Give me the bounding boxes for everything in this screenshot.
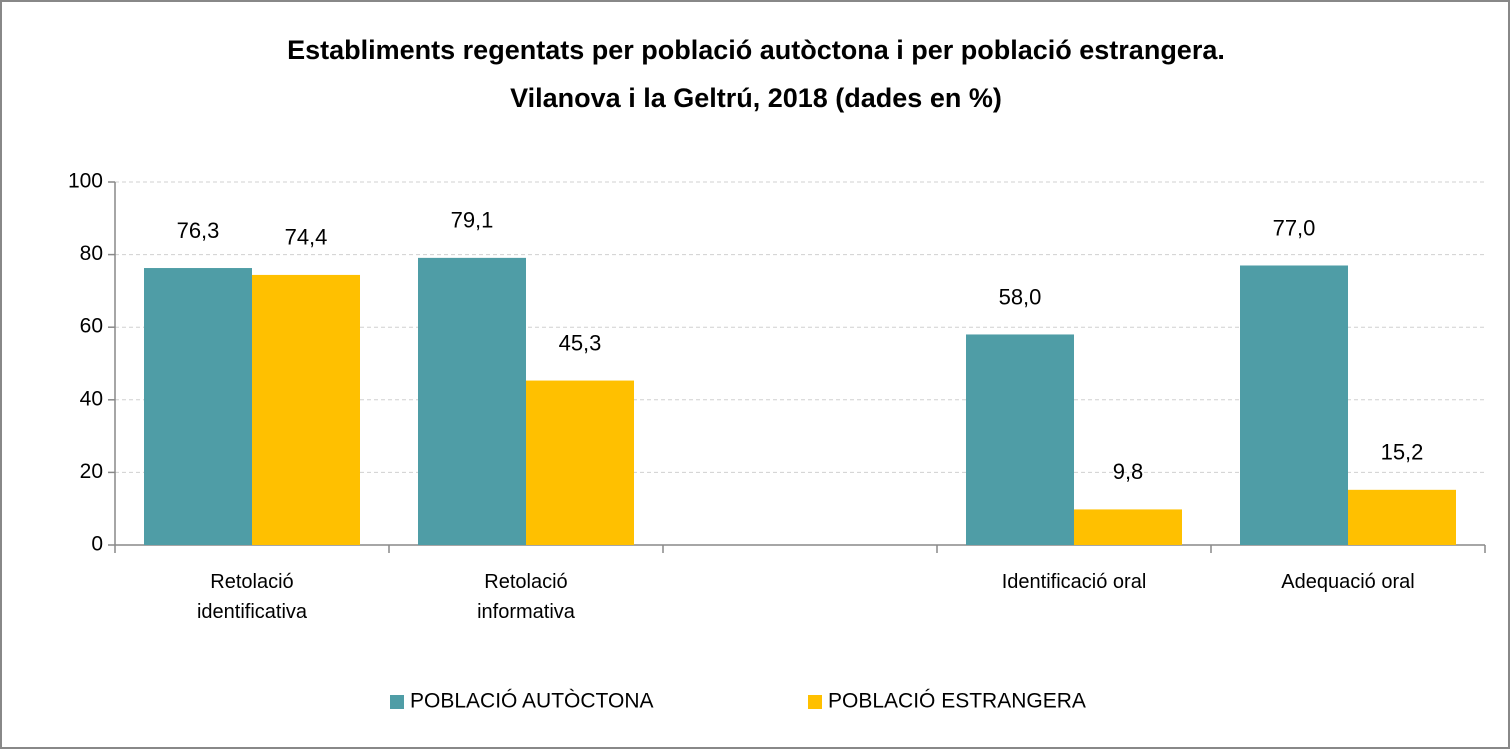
chart-title: Vilanova i la Geltrú, 2018 (dades en %): [510, 83, 1002, 113]
data-label: 15,2: [1381, 440, 1424, 465]
y-tick-label: 20: [80, 460, 103, 483]
bar: [144, 268, 252, 545]
legend-label: POBLACIÓ ESTRANGERA: [828, 690, 1086, 713]
y-tick-label: 60: [80, 315, 103, 338]
chart-title: Establiments regentats per població autò…: [287, 35, 1225, 65]
bar: [1240, 265, 1348, 545]
legend-swatch: [808, 695, 822, 709]
bar: [966, 334, 1074, 545]
x-tick-label: Adequació oral: [1281, 571, 1415, 593]
y-tick-label: 40: [80, 387, 103, 410]
x-tick-label: Identificació oral: [1001, 571, 1147, 593]
data-label: 9,8: [1113, 459, 1144, 484]
bar: [418, 257, 526, 545]
data-label: 76,3: [177, 218, 220, 243]
data-label: 45,3: [559, 330, 602, 355]
x-tick-label: Retolació informativa: [477, 571, 575, 623]
bar: [1348, 489, 1456, 545]
legend-swatch: [390, 695, 404, 709]
y-tick-label: 0: [91, 533, 103, 556]
legend-label: POBLACIÓ AUTÒCTONA: [410, 690, 654, 713]
bar: [526, 380, 634, 545]
y-tick-label: 100: [68, 170, 103, 193]
data-label: 79,1: [451, 208, 494, 233]
y-tick-label: 80: [80, 242, 103, 265]
x-tick-label: Retolació identificativa: [196, 571, 308, 623]
bar: [252, 274, 360, 545]
data-label: 77,0: [1273, 215, 1316, 240]
data-label: 74,4: [285, 225, 328, 250]
bar: [1074, 509, 1182, 545]
data-label: 58,0: [999, 284, 1042, 309]
